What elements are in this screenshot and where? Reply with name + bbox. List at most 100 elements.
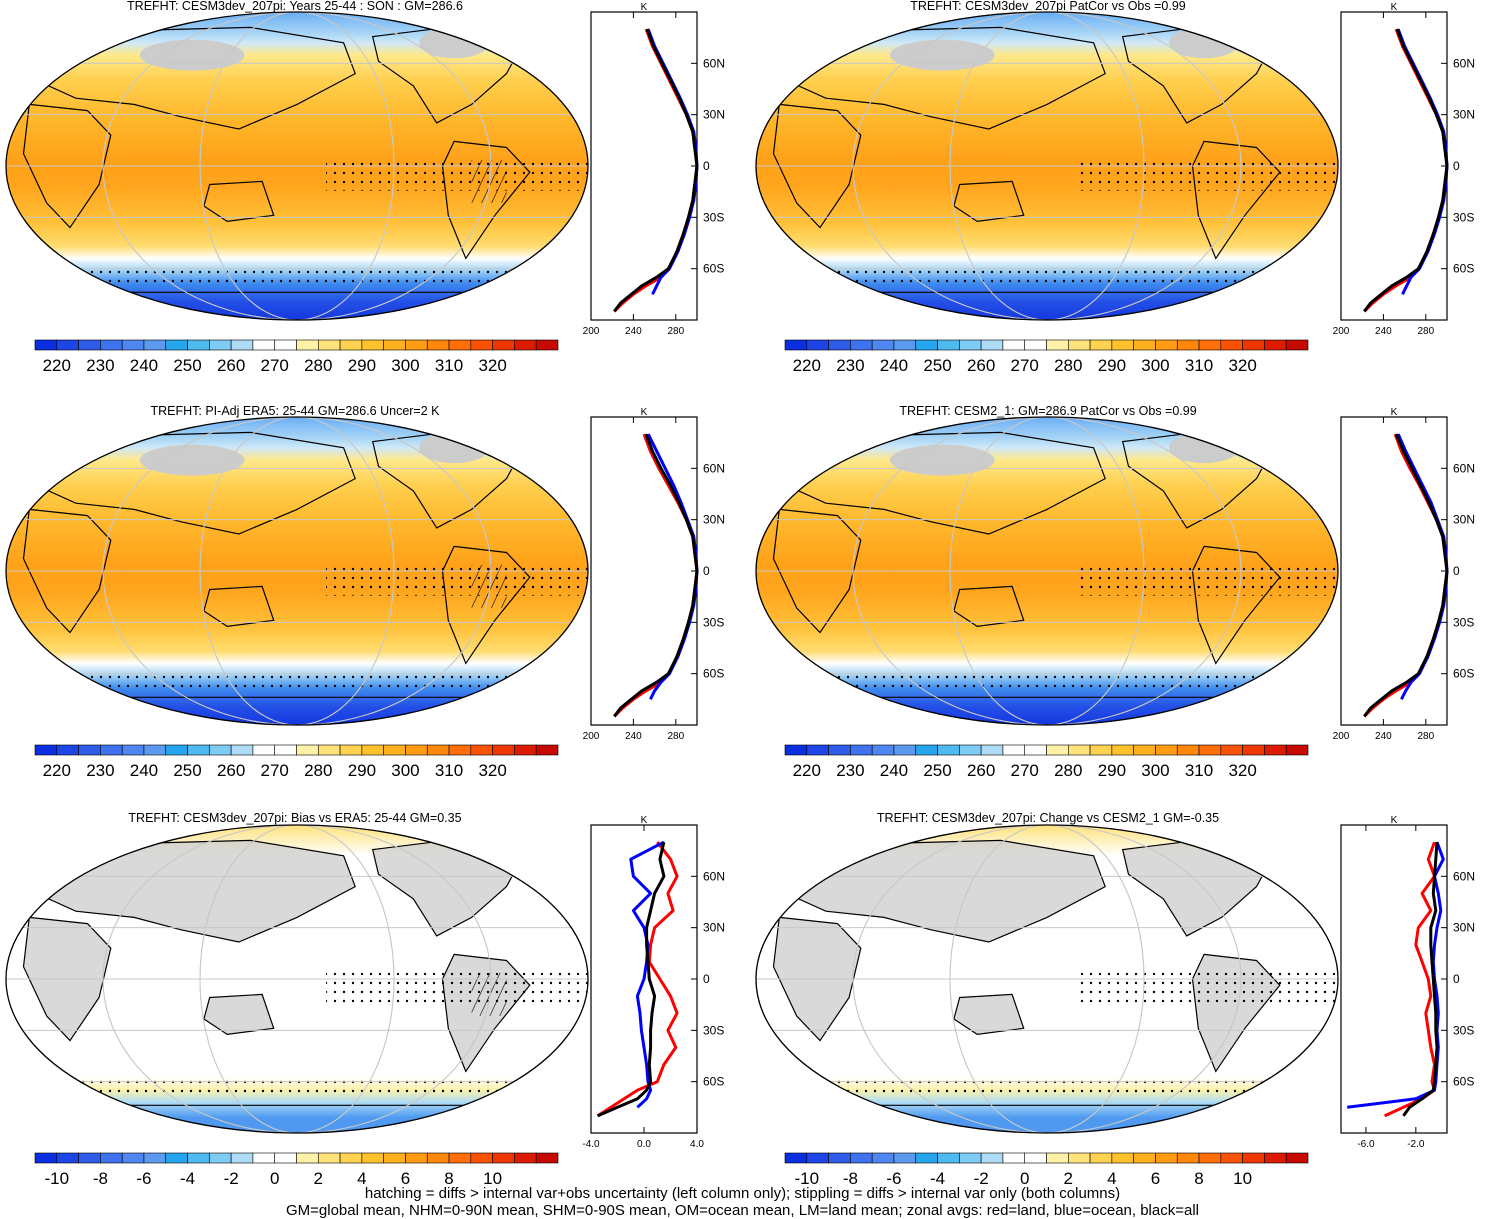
colorbar-box xyxy=(143,744,167,756)
colorbar-label: -6 xyxy=(136,1169,151,1188)
panel-2: TREFHT: CESM3dev_207pi PatCor vs Obs =0.… xyxy=(755,0,1475,375)
colorbar-label: 6 xyxy=(1151,1169,1160,1188)
panel-title: TREFHT: CESM3dev_207pi PatCor vs Obs =0.… xyxy=(910,0,1186,13)
colorbar-box xyxy=(937,744,960,756)
colorbar-box xyxy=(1264,744,1287,756)
zonal-x-label: 200 xyxy=(583,731,600,742)
colorbar-box xyxy=(1264,1152,1287,1164)
panel-title: TREFHT: CESM3dev_207pi: Change vs CESM2_… xyxy=(877,811,1219,825)
colorbar-label: 320 xyxy=(478,761,506,780)
colorbar-box xyxy=(1089,339,1113,351)
zonal-lat-label: 60S xyxy=(703,1075,724,1089)
colorbar-label: 6 xyxy=(401,1169,410,1188)
colorbar-box xyxy=(806,1152,829,1164)
colorbar-box xyxy=(1242,1152,1265,1164)
colorbar-label: 230 xyxy=(836,356,864,375)
colorbar-label: -10 xyxy=(795,1169,820,1188)
colorbar-label: 300 xyxy=(1141,761,1169,780)
colorbar-box xyxy=(828,744,851,756)
colorbar-box xyxy=(274,1152,297,1164)
zonal-x-label: 200 xyxy=(1333,326,1350,337)
zonal-lat-label: 0 xyxy=(1453,972,1460,986)
colorbar-label: -10 xyxy=(45,1169,70,1188)
colorbar-box xyxy=(784,339,808,351)
colorbar-box xyxy=(893,1152,917,1164)
colorbar-box xyxy=(1220,744,1243,756)
colorbar-box xyxy=(1176,744,1200,756)
zonal-unit: K xyxy=(641,2,648,13)
colorbar-box xyxy=(187,744,210,756)
colorbar-box xyxy=(959,744,982,756)
zonal-unit: K xyxy=(1391,815,1398,826)
zonal-axis-frame xyxy=(590,11,698,321)
panel-title: TREFHT: CESM3dev_207pi: Years 25-44 : SO… xyxy=(127,0,463,13)
colorbar-box xyxy=(470,744,493,756)
colorbar-label: 260 xyxy=(967,761,995,780)
zonal-x-label: 240 xyxy=(625,326,642,337)
colorbar-box xyxy=(426,339,450,351)
zonal-line-all xyxy=(1402,841,1439,1117)
land-outline xyxy=(756,291,1338,320)
zonal-unit: K xyxy=(641,407,648,418)
colorbar-label: -2 xyxy=(974,1169,989,1188)
colorbar-label: 290 xyxy=(348,356,376,375)
zonal-lat-label: 30N xyxy=(703,513,725,527)
land-outline xyxy=(6,1104,588,1133)
colorbar-box xyxy=(1285,339,1309,351)
zonal-lat-label: 30S xyxy=(1453,615,1474,629)
zonal-x-label: 240 xyxy=(1375,731,1392,742)
zonal-line-land xyxy=(1363,433,1449,718)
map-border xyxy=(755,824,1339,1134)
colorbar-box xyxy=(448,339,472,351)
colorbar-box xyxy=(1133,744,1156,756)
zonal-x-label: -6.0 xyxy=(1357,1139,1375,1150)
stippling xyxy=(326,972,588,1004)
colorbar-label: 240 xyxy=(130,761,158,780)
colorbar-label: 240 xyxy=(880,356,908,375)
colorbar-label: 310 xyxy=(435,356,463,375)
colorbar-box xyxy=(296,339,319,351)
colorbar-box xyxy=(187,339,210,351)
land-outline xyxy=(756,696,1338,725)
graticule-lon xyxy=(852,825,1242,1133)
hatching xyxy=(471,972,507,1016)
land-outline xyxy=(203,180,275,223)
colorbar-label: 320 xyxy=(478,356,506,375)
map-border xyxy=(755,11,1339,321)
land-outline xyxy=(34,26,356,130)
colorbar-box xyxy=(405,1152,428,1164)
map-field xyxy=(756,417,1338,725)
colorbar-label: 220 xyxy=(793,356,821,375)
colorbar-box xyxy=(209,1152,232,1164)
colorbar-box xyxy=(339,1152,363,1164)
colorbar-box xyxy=(980,339,1004,351)
colorbar-box xyxy=(317,744,341,756)
colorbar-box xyxy=(915,339,938,351)
colorbar-box xyxy=(1155,1152,1178,1164)
zonal-line-all xyxy=(597,841,666,1118)
zonal-unit: K xyxy=(1391,2,1398,13)
stippling xyxy=(35,669,559,689)
graticule-lon xyxy=(949,825,1145,1133)
panel-4: TREFHT: CESM2_1: GM=286.9 PatCor vs Obs … xyxy=(755,404,1475,780)
colorbar-box xyxy=(514,339,537,351)
graticule-lon xyxy=(102,12,492,320)
land-outline xyxy=(203,585,275,628)
colorbar-box xyxy=(470,1152,493,1164)
colorbar-box xyxy=(1242,744,1265,756)
colorbar-label: 230 xyxy=(86,761,114,780)
zonal-lat-label: 60S xyxy=(1453,262,1474,276)
colorbar-box xyxy=(1198,339,1222,351)
colorbar-box xyxy=(165,339,188,351)
stippling xyxy=(35,1077,559,1097)
colorbar-label: 320 xyxy=(1228,356,1256,375)
zonal-lat-label: 60N xyxy=(703,56,725,70)
colorbar-box xyxy=(448,744,472,756)
panel-3: TREFHT: PI-Adj ERA5: 25-44 GM=286.6 Unce… xyxy=(5,404,725,780)
colorbar-label: 300 xyxy=(391,761,419,780)
colorbar-box xyxy=(514,744,537,756)
zonal-lat-label: 0 xyxy=(703,159,710,173)
colorbar-box xyxy=(34,744,58,756)
graticule-lon xyxy=(852,12,1242,320)
colorbar-box xyxy=(1089,1152,1113,1164)
